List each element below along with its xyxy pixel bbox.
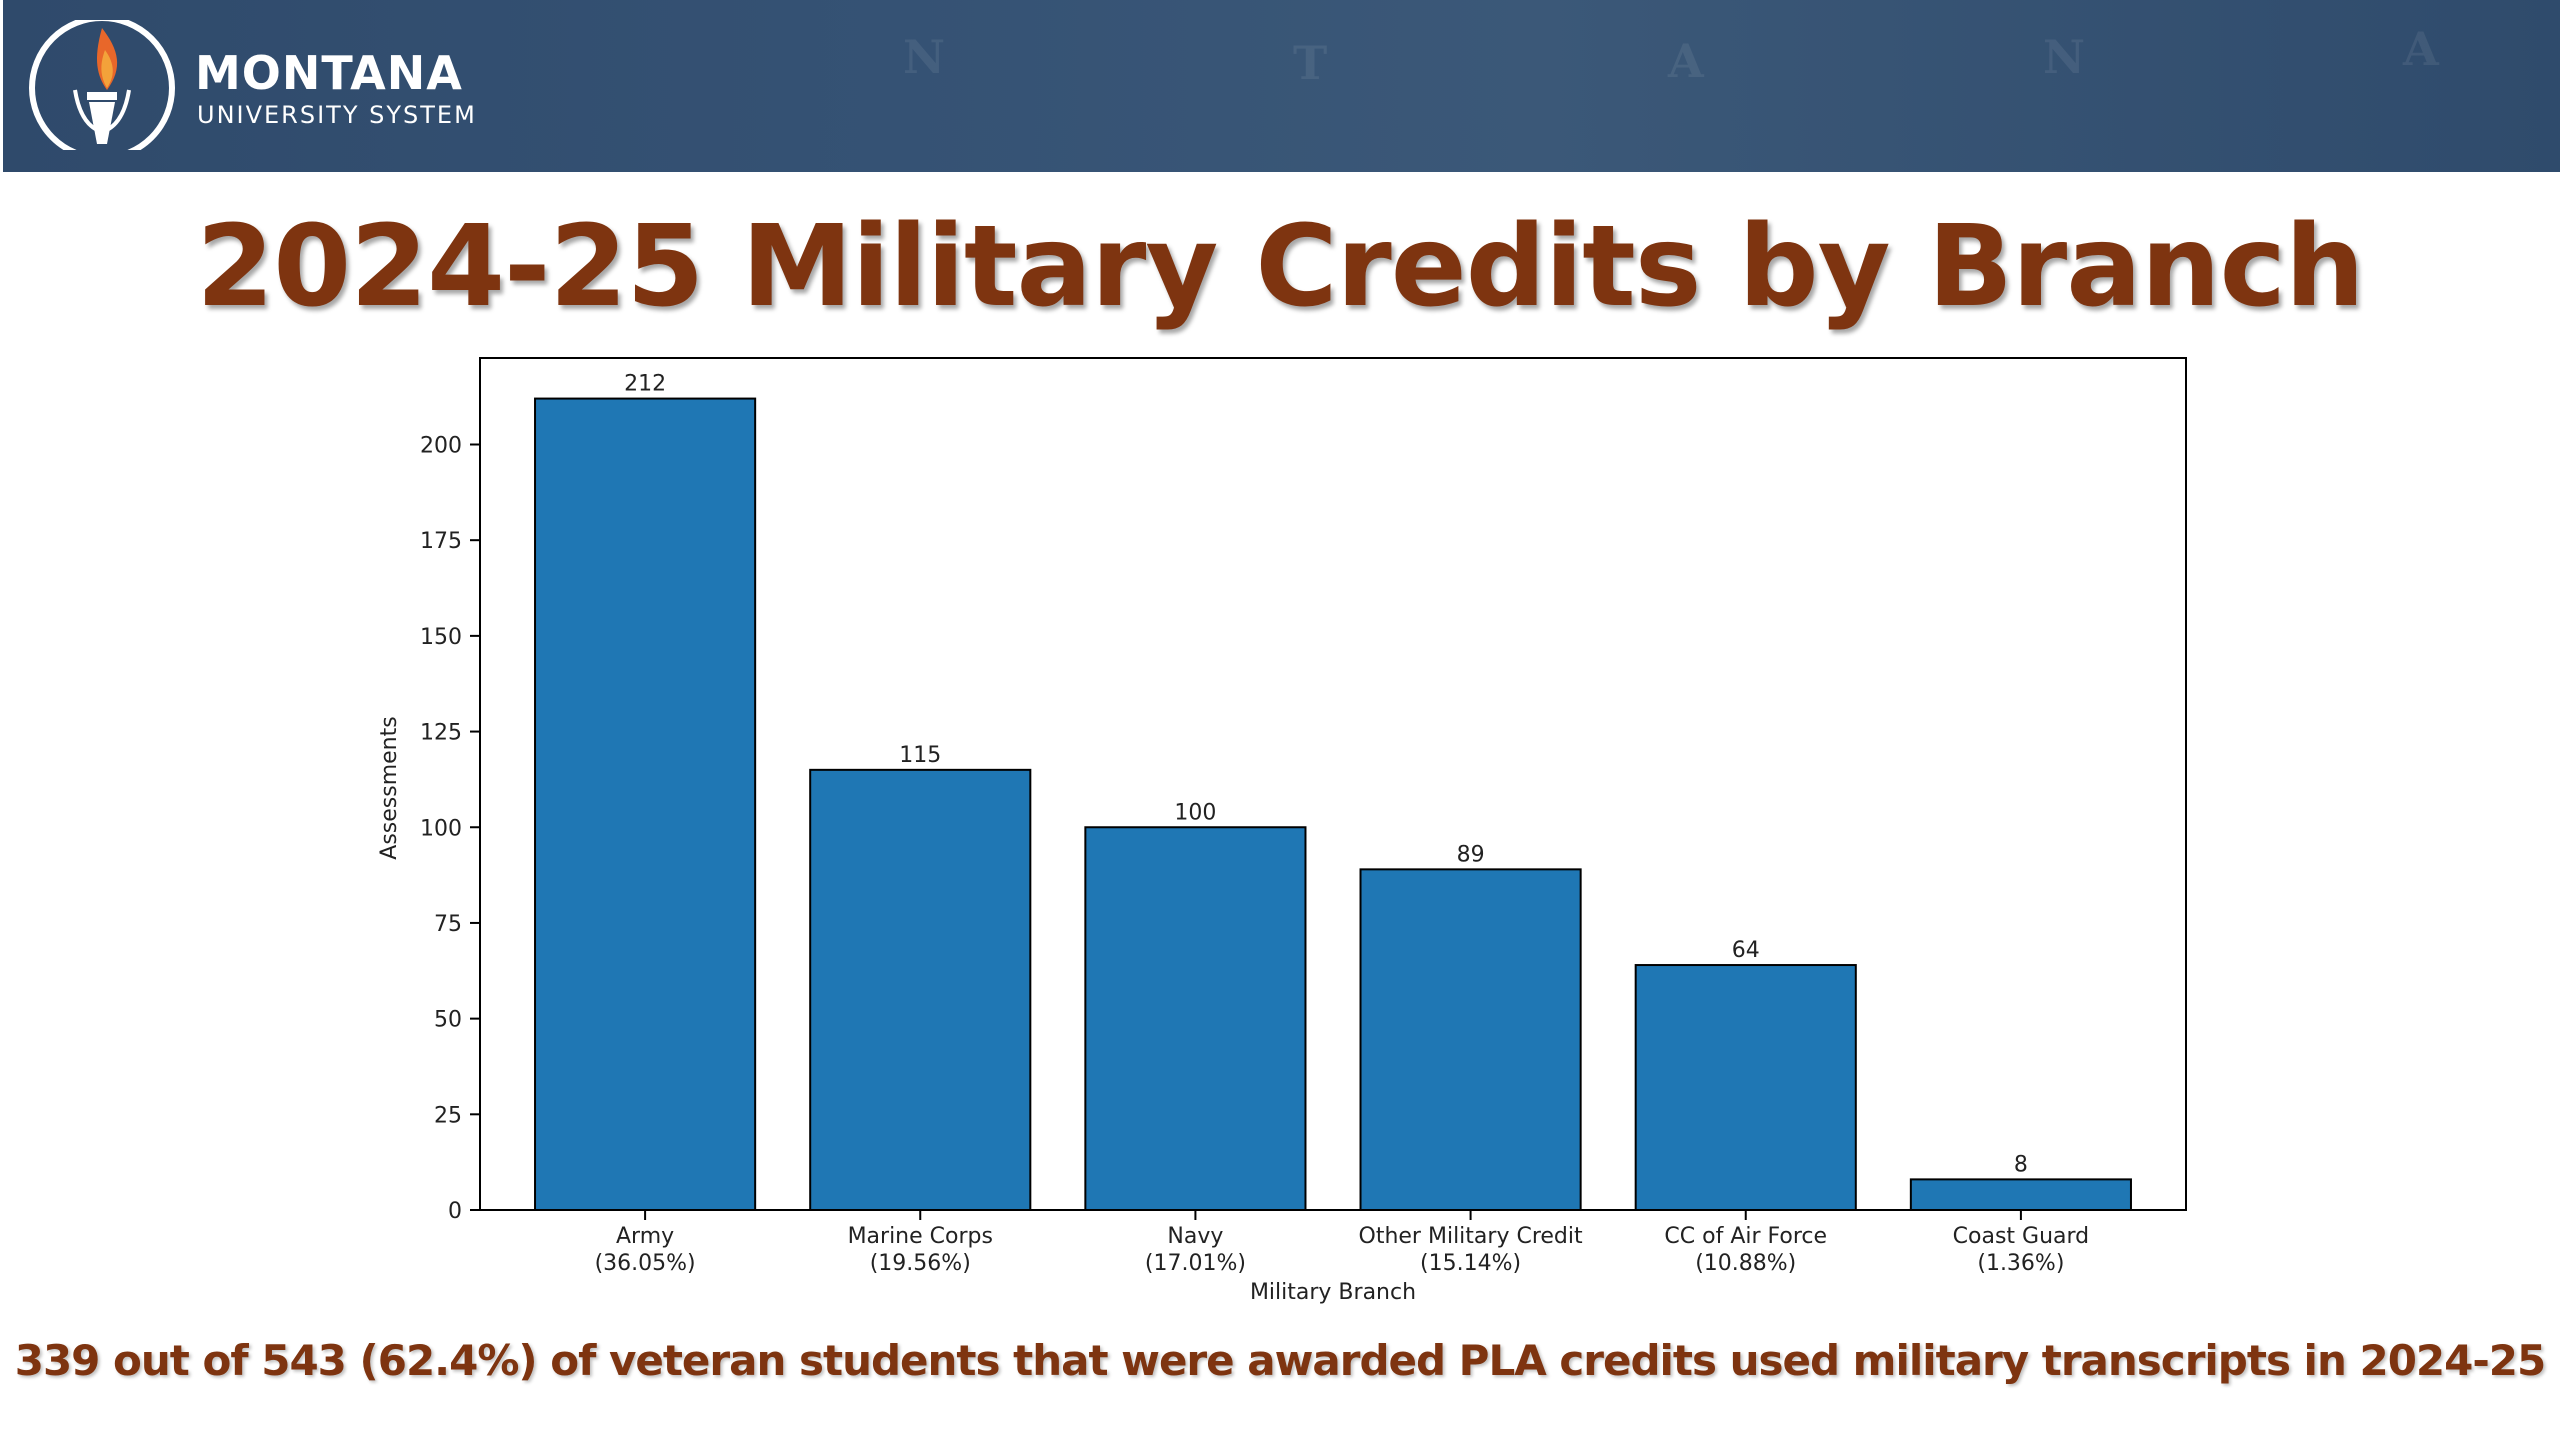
logo-subtitle: UNIVERSITY SYSTEM <box>197 101 477 129</box>
logo-title: MONTANA <box>195 46 463 100</box>
data-label: 115 <box>899 743 941 768</box>
bar <box>1359 868 1582 1211</box>
bar-chart: 212 115 100 89 64 8 0 25 50 75 100 125 150 175 200 Army… <box>377 357 2187 1305</box>
x-tick-pct-label: (36.05%) <box>595 1251 696 1276</box>
y-tick-label: 25 <box>434 1103 462 1128</box>
x-tick-label: Army <box>616 1224 674 1249</box>
y-tick-label: 100 <box>420 816 462 841</box>
map-letter: A <box>1668 34 1704 88</box>
y-tick-label: 125 <box>420 721 462 746</box>
page-title: 2024-25 Military Credits by Branch <box>196 202 2364 332</box>
x-tick-pct-label: (17.01%) <box>1145 1251 1246 1276</box>
y-tick-label: 50 <box>434 1008 462 1033</box>
x-tick-pct-label: (10.88%) <box>1695 1251 1796 1276</box>
y-tick-label: 0 <box>448 1199 462 1224</box>
bar <box>1909 1178 2132 1211</box>
x-tick-label: Marine Corps <box>848 1224 993 1249</box>
header-banner: N T A N A MONTANA UNIVERSITY SYSTEM <box>3 0 2560 172</box>
data-label: 64 <box>1732 938 1760 963</box>
x-tick-label: Coast Guard <box>1953 1224 2089 1249</box>
data-label: 100 <box>1174 800 1216 825</box>
x-tick-label: CC of Air Force <box>1664 1224 1827 1249</box>
data-label: 89 <box>1457 842 1485 867</box>
x-tick-label: Navy <box>1167 1224 1223 1249</box>
map-letter: A <box>2403 22 2439 76</box>
y-tick-label: 175 <box>420 529 462 554</box>
map-letter: N <box>2043 30 2086 84</box>
map-letter: N <box>903 30 946 84</box>
plot-frame <box>479 357 2187 1211</box>
torch-logo-icon <box>29 20 175 150</box>
footnote: 339 out of 543 (62.4%) of veteran studen… <box>14 1336 2547 1385</box>
y-tick-label: 75 <box>434 912 462 937</box>
bar <box>1634 964 1857 1211</box>
map-letter: T <box>1293 36 1328 90</box>
data-label: 212 <box>624 372 666 397</box>
x-tick-label: Other Military Credit <box>1359 1224 1583 1249</box>
bar <box>534 397 757 1212</box>
x-tick-pct-label: (19.56%) <box>870 1251 971 1276</box>
y-tick-label: 150 <box>420 625 462 650</box>
bar <box>809 768 1032 1211</box>
y-axis-label: Assessments <box>377 716 402 859</box>
x-tick-pct-label: (15.14%) <box>1420 1251 1521 1276</box>
data-label: 8 <box>2014 1152 2028 1177</box>
y-tick-label: 200 <box>420 434 462 459</box>
x-axis-label: Military Branch <box>1250 1280 1416 1305</box>
bar <box>1084 826 1307 1211</box>
x-tick-pct-label: (1.36%) <box>1977 1251 2064 1276</box>
